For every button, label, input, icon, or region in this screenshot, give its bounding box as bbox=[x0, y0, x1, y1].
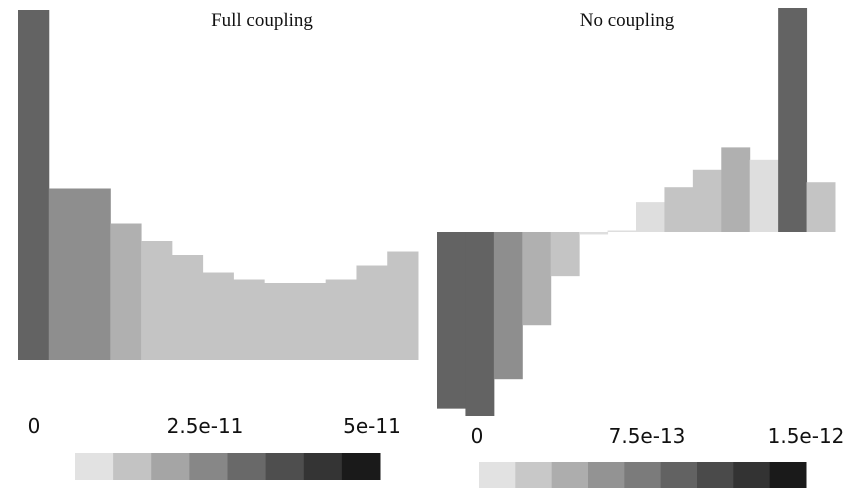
full-coupling-panel: Full coupling 0 2.5e-11 5e-11 bbox=[18, 10, 419, 480]
bar bbox=[607, 230, 637, 232]
colorbar-swatch bbox=[660, 462, 698, 488]
bar bbox=[636, 202, 665, 232]
bar bbox=[325, 279, 357, 360]
colorbar-tick-label: 0 bbox=[471, 424, 484, 448]
colorbar-swatch bbox=[151, 453, 190, 480]
colorbar-swatch bbox=[515, 462, 553, 488]
colorbar-swatch bbox=[227, 453, 267, 480]
full-coupling-title: Full coupling bbox=[211, 10, 313, 31]
bar bbox=[721, 147, 751, 232]
no-coupling-panel: No coupling 0 7.5e-13 1.5e-12 bbox=[437, 8, 844, 488]
colorbar-swatch bbox=[113, 453, 152, 480]
colorbar-swatch bbox=[265, 453, 305, 480]
full-coupling-bars bbox=[18, 10, 419, 360]
no-coupling-colorbar bbox=[479, 462, 807, 488]
colorbar-swatch bbox=[697, 462, 734, 488]
colorbar-swatch bbox=[479, 462, 516, 488]
no-coupling-bars bbox=[437, 8, 836, 416]
colorbar-swatch bbox=[303, 453, 343, 480]
bar bbox=[493, 232, 523, 380]
bar bbox=[141, 241, 173, 360]
bar bbox=[664, 187, 694, 232]
bar bbox=[749, 159, 779, 232]
colorbar-swatch bbox=[341, 453, 381, 480]
colorbar-swatch bbox=[733, 462, 771, 488]
no-coupling-colorbar-labels: 0 7.5e-13 1.5e-12 bbox=[471, 424, 845, 448]
bar bbox=[110, 223, 142, 360]
full-coupling-colorbar-labels: 0 2.5e-11 5e-11 bbox=[28, 414, 401, 438]
colorbar-swatch bbox=[624, 462, 662, 488]
bar bbox=[778, 8, 808, 232]
bar bbox=[356, 265, 388, 360]
bar bbox=[202, 272, 234, 360]
bar bbox=[18, 10, 50, 360]
colorbar-tick-label: 2.5e-11 bbox=[167, 414, 244, 438]
bar bbox=[387, 251, 419, 360]
bar bbox=[48, 188, 81, 360]
colorbar-tick-label: 0 bbox=[28, 414, 41, 438]
colorbar-tick-label: 5e-11 bbox=[343, 414, 401, 438]
colorbar-swatch bbox=[588, 462, 625, 488]
bar bbox=[579, 232, 609, 235]
colorbar-swatch bbox=[551, 462, 589, 488]
bar bbox=[171, 255, 204, 360]
bar bbox=[264, 283, 296, 360]
colorbar-swatch bbox=[189, 453, 228, 480]
colorbar-tick-label: 7.5e-13 bbox=[609, 424, 686, 448]
no-coupling-title: No coupling bbox=[580, 10, 675, 31]
bar bbox=[294, 283, 327, 360]
bar bbox=[550, 232, 580, 277]
bar bbox=[692, 169, 722, 232]
colorbar-swatch bbox=[75, 453, 114, 480]
bar bbox=[522, 232, 552, 326]
bar bbox=[79, 188, 111, 360]
colorbar-swatch bbox=[769, 462, 807, 488]
bar bbox=[233, 279, 265, 360]
full-coupling-colorbar bbox=[75, 453, 381, 480]
bar bbox=[437, 232, 466, 409]
bar bbox=[465, 232, 495, 416]
colorbar-tick-label: 1.5e-12 bbox=[768, 424, 845, 448]
bar bbox=[806, 182, 836, 232]
